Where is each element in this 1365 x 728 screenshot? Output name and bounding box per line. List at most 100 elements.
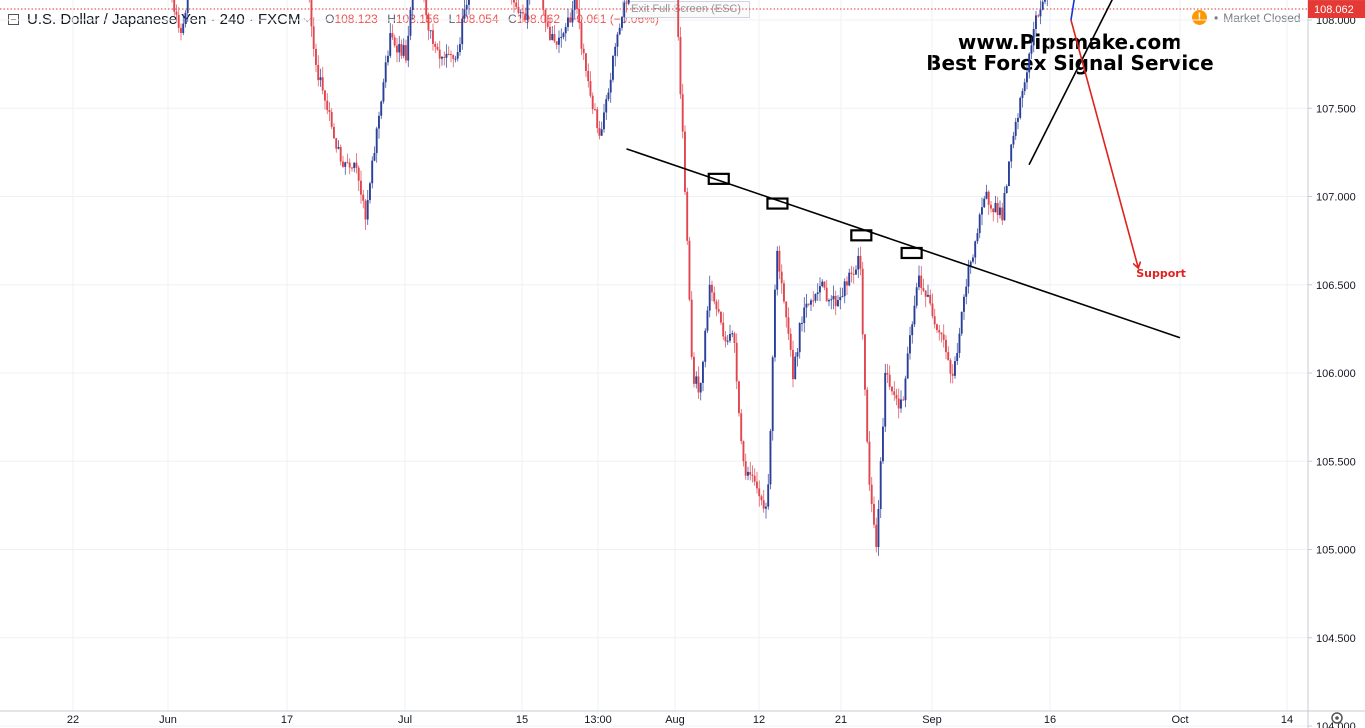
candle: [513, 0, 515, 13]
candle-body: [587, 70, 590, 82]
candle: [346, 153, 349, 164]
candle: [542, 0, 545, 15]
candle: [843, 278, 846, 304]
candle-body: [427, 15, 430, 31]
candle: [938, 324, 941, 341]
candle: [918, 265, 920, 291]
candle-body: [726, 340, 729, 342]
candle: [821, 279, 824, 288]
candle: [184, 10, 187, 28]
candle: [1003, 186, 1006, 221]
candle-body: [850, 272, 853, 274]
candle-body: [963, 296, 965, 312]
candle-body: [857, 255, 860, 270]
symbol-name[interactable]: U.S. Dollar / Japanese Yen: [27, 10, 207, 28]
candle: [805, 293, 808, 318]
time-tick-label: 21: [835, 714, 847, 726]
candle-body: [585, 53, 587, 71]
candle: [954, 356, 956, 379]
candle: [618, 23, 621, 36]
candle: [702, 360, 704, 392]
candle-body: [544, 10, 547, 23]
candle-body: [1037, 15, 1040, 17]
interval-label[interactable]: 240: [219, 10, 245, 28]
candle-body: [994, 203, 997, 213]
collapse-icon[interactable]: [8, 13, 19, 25]
candle-body: [974, 241, 977, 258]
candle-body: [713, 292, 716, 302]
candle-body: [724, 336, 727, 342]
candle: [965, 278, 968, 305]
candle: [1012, 131, 1015, 149]
candle-body: [965, 286, 968, 297]
candle-body: [882, 426, 884, 462]
chevron-down-icon[interactable]: ⌵: [303, 13, 312, 25]
candle: [951, 364, 954, 384]
candle-body: [787, 317, 790, 334]
price-tick-label: 107.000: [1316, 192, 1356, 204]
candle-body: [985, 191, 988, 199]
price-axis: 104.000 104.500 105.000 105.500 106.000 106.5…: [1308, 15, 1356, 728]
candle: [529, 0, 531, 5]
candle-body: [940, 332, 943, 335]
candle-body: [378, 115, 380, 129]
candle: [713, 286, 716, 305]
candle: [362, 189, 365, 209]
candle: [551, 26, 554, 41]
candle: [796, 348, 799, 367]
candle: [996, 196, 999, 223]
candle-body: [387, 55, 389, 63]
candle-body: [922, 288, 925, 291]
candle-body: [605, 99, 608, 113]
candle: [999, 200, 1001, 219]
candle: [1044, 0, 1046, 5]
candle: [511, 0, 513, 5]
candle: [976, 228, 979, 245]
candle-body: [1014, 121, 1017, 136]
candle-body: [576, 0, 578, 10]
candle: [544, 8, 547, 32]
candle: [875, 517, 878, 553]
candle: [801, 316, 803, 332]
candle-body: [558, 37, 560, 45]
time-tick-label: 12: [753, 714, 765, 726]
candle-body: [679, 37, 682, 95]
candle-body: [873, 503, 875, 525]
time-tick-label: 14: [1281, 714, 1293, 726]
candle-body: [906, 353, 909, 379]
candle: [681, 83, 684, 139]
candle-body: [580, 22, 583, 49]
candle-body: [841, 296, 844, 298]
candle-body: [452, 55, 455, 59]
candle-body: [339, 147, 342, 162]
title-separator: ·: [206, 10, 220, 28]
candle: [936, 323, 938, 334]
candle: [333, 123, 335, 139]
candle-body: [913, 305, 916, 325]
candle: [573, 0, 576, 19]
candle-body: [828, 300, 830, 302]
candle: [1046, 0, 1048, 7]
source-label[interactable]: FXCM: [258, 10, 301, 28]
candle: [1008, 161, 1010, 187]
candle: [983, 195, 986, 208]
candle: [171, 0, 173, 3]
candle-body: [886, 372, 889, 375]
candle-body: [834, 295, 837, 307]
candle-body: [348, 162, 351, 168]
candle-body: [564, 27, 567, 34]
candle-body: [927, 294, 929, 297]
candle-body: [450, 54, 452, 56]
candle: [1032, 21, 1035, 53]
gear-icon[interactable]: [1331, 712, 1343, 724]
candle: [949, 358, 952, 384]
candle: [893, 381, 896, 401]
market-status[interactable]: ! • Market Closed: [1192, 10, 1301, 25]
candle-body: [432, 30, 434, 44]
candle: [555, 41, 558, 50]
candle-body: [326, 100, 329, 111]
candle-body: [441, 56, 443, 59]
candle-body: [573, 0, 576, 10]
candle: [607, 88, 610, 102]
